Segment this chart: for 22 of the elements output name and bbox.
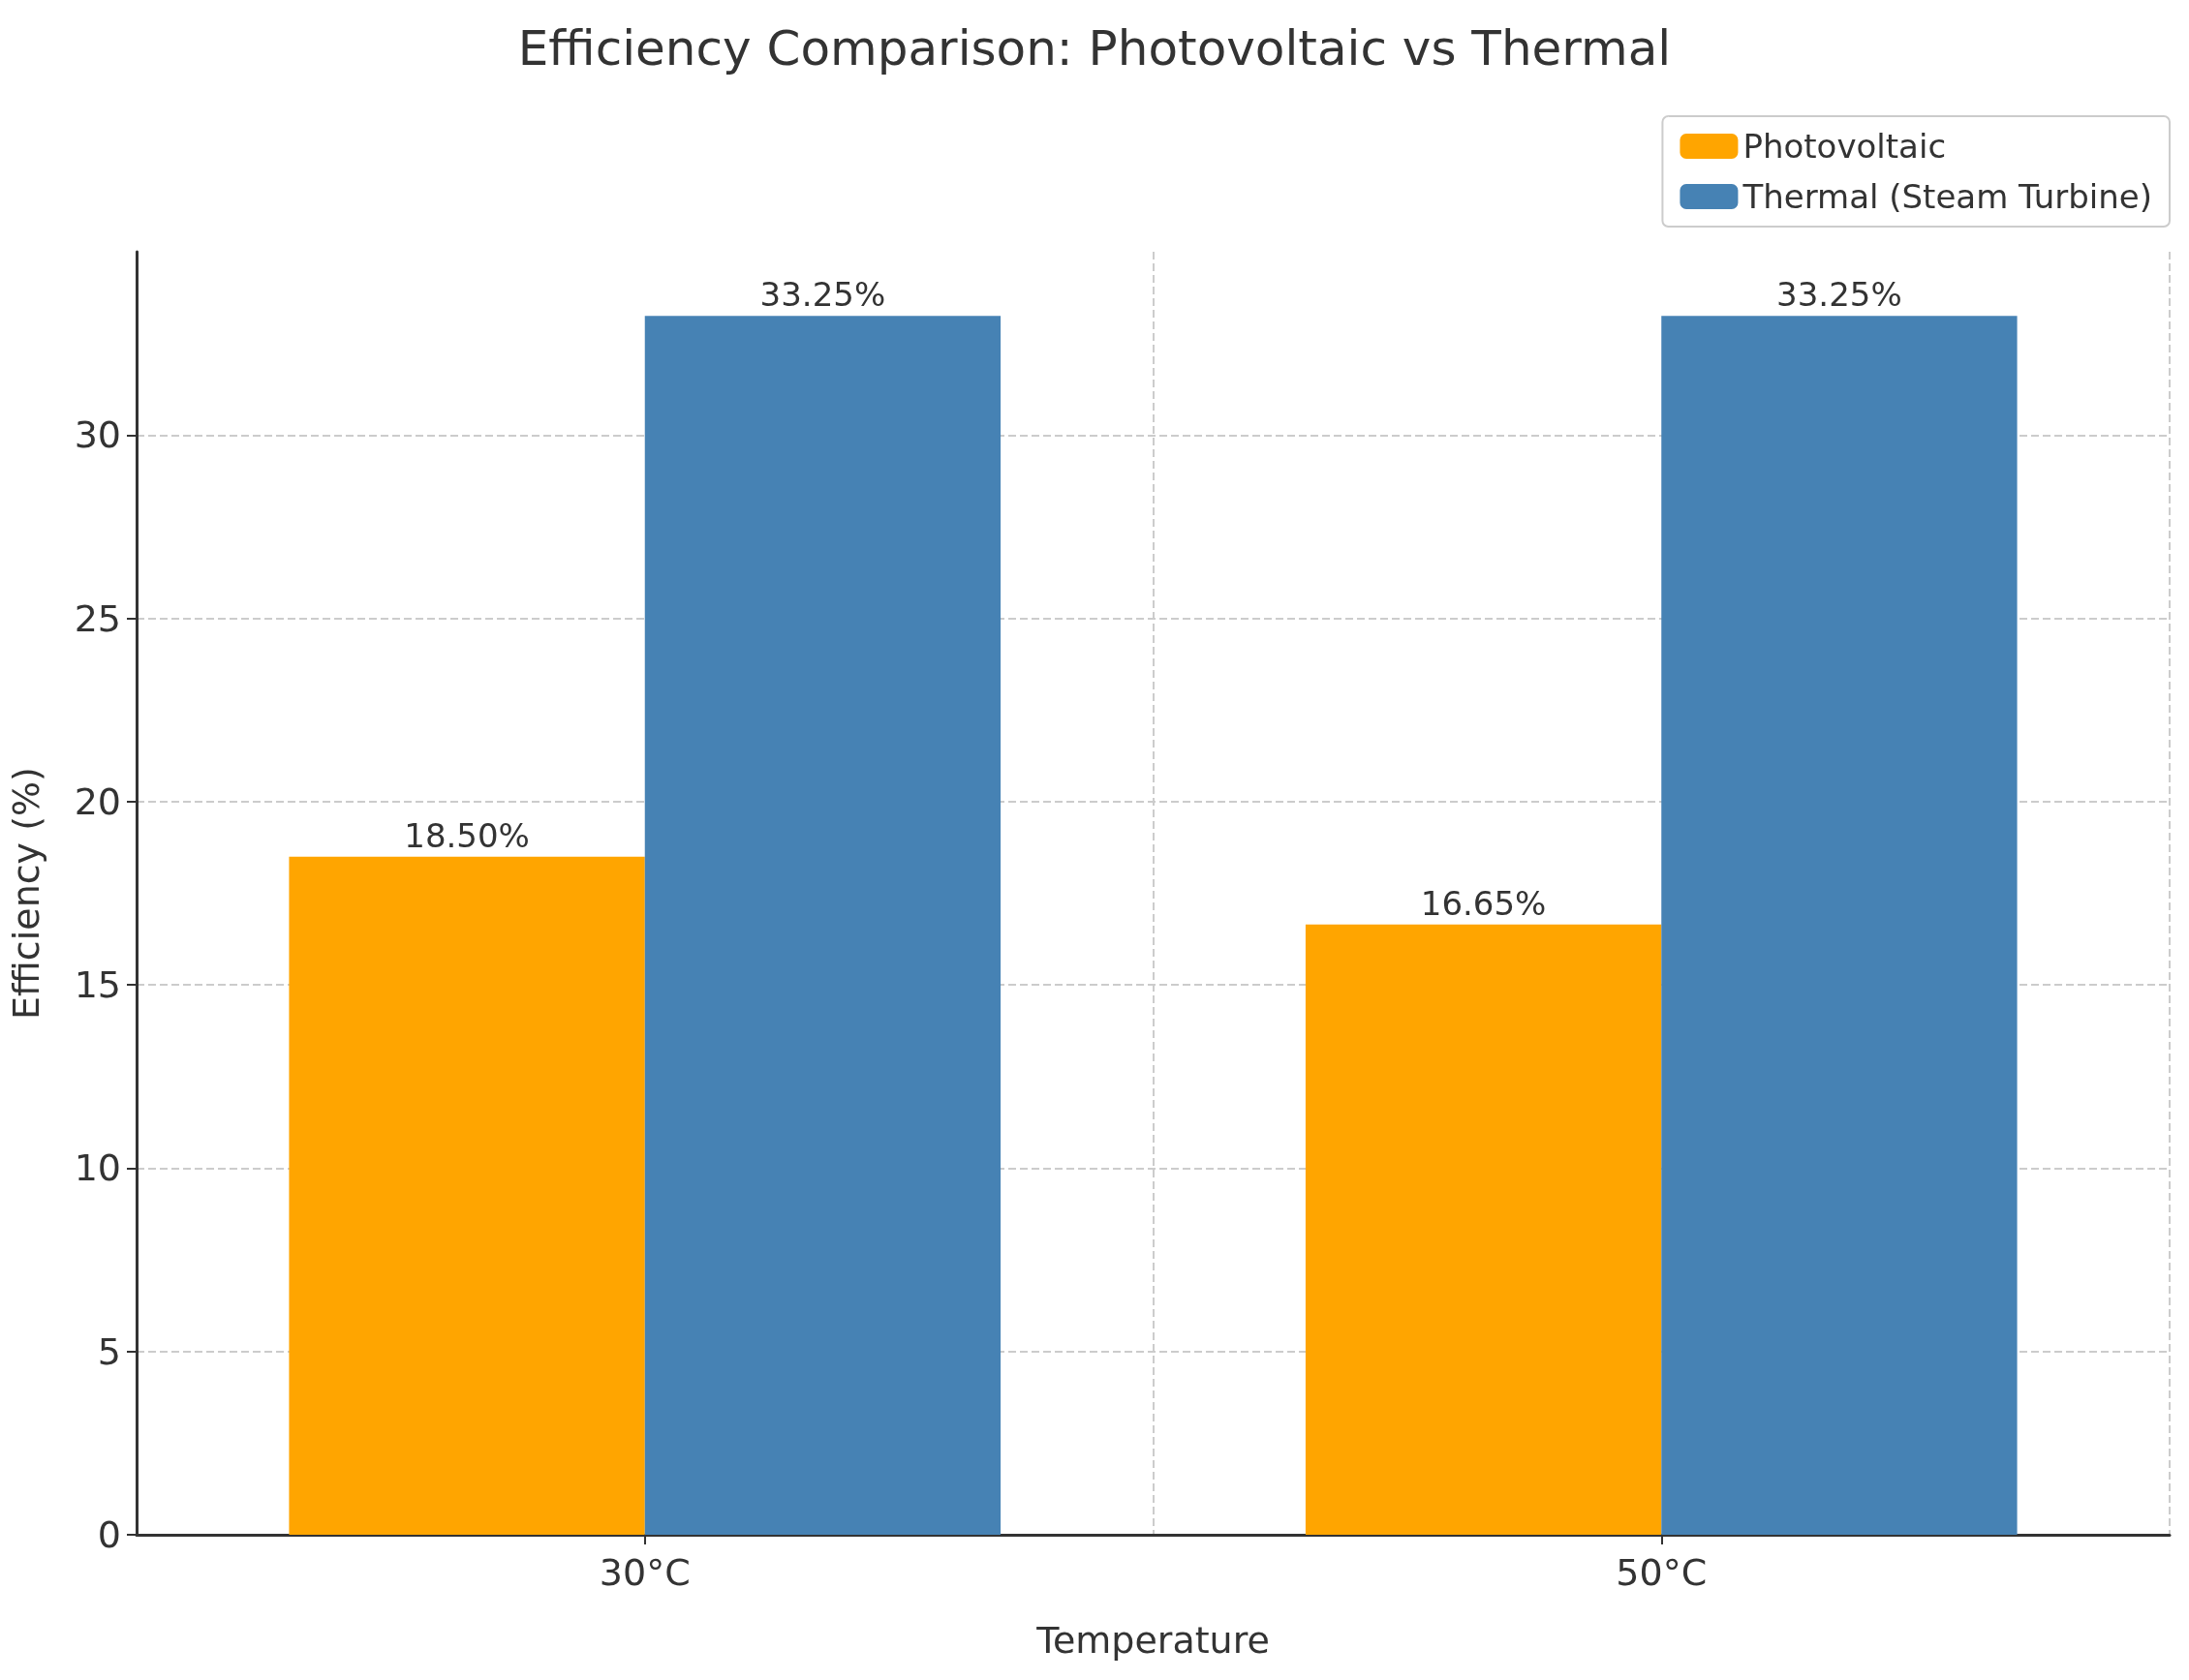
y-tick-label: 0 xyxy=(97,1513,121,1556)
y-tick-label: 25 xyxy=(74,596,121,640)
x-tick-label: 50°C xyxy=(1616,1551,1708,1594)
data-label: 33.25% xyxy=(759,275,886,315)
y-tick-label: 30 xyxy=(74,413,121,457)
data-label: 16.65% xyxy=(1420,883,1547,923)
bar xyxy=(644,316,1002,1535)
x-axis-title: Temperature xyxy=(1035,1619,1270,1662)
bar xyxy=(1305,924,1662,1535)
y-axis-title: Efficiency (%) xyxy=(5,767,47,1020)
data-label: 33.25% xyxy=(1776,275,1902,315)
legend-label: Photovoltaic xyxy=(1742,127,1947,166)
bar xyxy=(289,856,645,1535)
x-tick-label: 30°C xyxy=(599,1551,691,1594)
data-label: 18.50% xyxy=(404,815,530,855)
legend-label: Thermal (Steam Turbine) xyxy=(1742,177,2152,216)
bar xyxy=(1661,316,2018,1535)
y-tick-label: 5 xyxy=(97,1329,121,1373)
y-tick-label: 10 xyxy=(74,1146,121,1190)
y-tick-label: 20 xyxy=(74,779,121,823)
y-tick-label: 15 xyxy=(74,963,121,1007)
chart-title: Efficiency Comparison: Photovoltaic vs Thermal xyxy=(517,20,1672,76)
